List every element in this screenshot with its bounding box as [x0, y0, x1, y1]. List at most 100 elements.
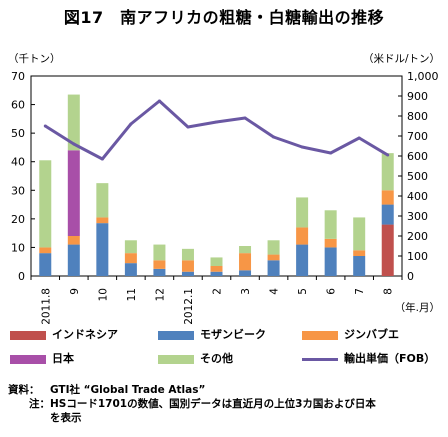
bar-mozambique — [239, 270, 252, 276]
price-line — [43, 99, 390, 161]
legend-swatch-mozambique — [158, 330, 194, 340]
x-tick-label: 7 — [354, 288, 366, 295]
bar-mozambique — [96, 223, 109, 276]
y-tick-label: 40 — [11, 156, 25, 169]
note-text: HSコード1701の数値、国別データは直近月の上位3カ国および日本を表示 — [50, 398, 376, 424]
bar-mozambique — [39, 253, 52, 276]
legend-item-other: その他 — [158, 350, 233, 366]
legend-swatch-zimbabwe — [302, 330, 338, 340]
x-tick-label: 12 — [154, 288, 166, 301]
legend-swatch-indonesia — [10, 330, 46, 340]
source-text: GTI社 “Global Trade Atlas” — [50, 384, 206, 396]
bar-other — [39, 160, 52, 248]
x-tick-label: 9 — [69, 288, 81, 295]
legend-swatch-other — [158, 354, 194, 364]
bar-other — [239, 246, 252, 254]
price-point — [100, 157, 104, 161]
price-point — [186, 125, 190, 129]
x-tick-label: 11 — [126, 288, 138, 301]
price-point — [157, 99, 161, 103]
bar-zimbabwe — [267, 254, 280, 261]
price-point — [357, 136, 361, 140]
bar-other — [153, 244, 166, 261]
y2-tick-label: 800 — [407, 110, 428, 123]
legend-item-price-line: 輸出単価（FOB） — [302, 350, 435, 366]
x-tick-label: 8 — [383, 288, 395, 295]
y-tick-label: 30 — [11, 184, 25, 197]
bar-indonesia — [381, 224, 394, 276]
bar-zimbabwe — [324, 238, 337, 248]
bar-mozambique — [181, 271, 194, 276]
bar-mozambique — [210, 271, 223, 276]
bar-zimbabwe — [210, 266, 223, 272]
bar-other — [267, 240, 280, 255]
source-label: 資料： — [8, 384, 40, 396]
legend-item-indonesia: インドネシア — [10, 326, 118, 342]
source-row: 資料： GTI社 “Global Trade Atlas” — [8, 383, 444, 397]
bar-other — [181, 248, 194, 261]
bar-zimbabwe — [67, 236, 80, 245]
bar-zimbabwe — [381, 190, 394, 205]
bar-other — [124, 240, 137, 254]
x-tick-label: 2 — [212, 288, 224, 295]
y2-tick-label: 500 — [407, 170, 428, 183]
bar-mozambique — [324, 247, 337, 276]
bar-mozambique — [381, 204, 394, 225]
bar-zimbabwe — [296, 227, 309, 245]
y2-tick-label: 100 — [407, 250, 428, 263]
bar-mozambique — [353, 256, 366, 276]
bar-japan — [67, 150, 80, 236]
x-tick-label: 3 — [240, 288, 252, 295]
y-tick-label: 50 — [11, 127, 25, 140]
bar-mozambique — [296, 244, 309, 276]
bar-other — [96, 183, 109, 218]
price-line-path — [44, 99, 389, 161]
bar-zimbabwe — [353, 250, 366, 256]
bars — [39, 94, 394, 276]
legend-swatch-japan — [10, 354, 46, 364]
bar-other — [296, 197, 309, 228]
legend: インドネシア モザンビーク ジンバブエ 日本 その他 輸出単価（FOB） — [10, 320, 440, 370]
legend-swatch-price-line — [302, 357, 338, 361]
x-tick-label: 2012.1 — [183, 288, 195, 325]
x-tick-label: 5 — [297, 288, 309, 295]
bar-zimbabwe — [239, 253, 252, 271]
y2-tick-label: 200 — [407, 230, 428, 243]
y2-tick-label: 600 — [407, 150, 428, 163]
y2-tick-label: 900 — [407, 90, 428, 103]
bar-mozambique — [267, 260, 280, 276]
price-point — [272, 135, 276, 139]
price-point — [300, 145, 304, 149]
bar-other — [324, 210, 337, 239]
price-point — [386, 153, 390, 157]
y2-tick-label: 1,000 — [407, 70, 439, 83]
price-point — [72, 142, 76, 146]
y-tick-label: 60 — [11, 99, 25, 112]
x-tick-label: 2011.8 — [40, 288, 52, 325]
left-axis-unit: （千トン） — [8, 53, 61, 65]
price-point — [43, 124, 47, 128]
price-point — [243, 116, 247, 120]
y2-tick-label: 0 — [407, 270, 414, 283]
y-tick-label: 70 — [11, 70, 25, 83]
bar-zimbabwe — [39, 247, 52, 254]
y-tick-label: 20 — [11, 213, 25, 226]
x-tick-label: 4 — [269, 288, 281, 295]
bar-mozambique — [153, 268, 166, 276]
price-point — [215, 120, 218, 124]
bar-mozambique — [124, 263, 137, 276]
bar-zimbabwe — [181, 260, 194, 272]
bar-zimbabwe — [124, 253, 137, 264]
axes: （千トン） （米ドル/トン）（年.月）0102030405060700100200… — [8, 52, 440, 325]
notes: 資料： GTI社 “Global Trade Atlas” 注： HSコード17… — [8, 383, 444, 425]
bar-zimbabwe — [153, 260, 166, 269]
y2-tick-label: 700 — [407, 130, 428, 143]
note-row: 注： HSコード1701の数値、国別データは直近月の上位3カ国および日本を表示 — [8, 397, 444, 425]
bar-other — [210, 257, 223, 266]
y-tick-label: 0 — [18, 270, 25, 283]
legend-item-mozambique: モザンビーク — [158, 326, 266, 342]
y2-tick-label: 400 — [407, 190, 428, 203]
bar-other — [381, 153, 394, 191]
bar-other — [67, 94, 80, 151]
